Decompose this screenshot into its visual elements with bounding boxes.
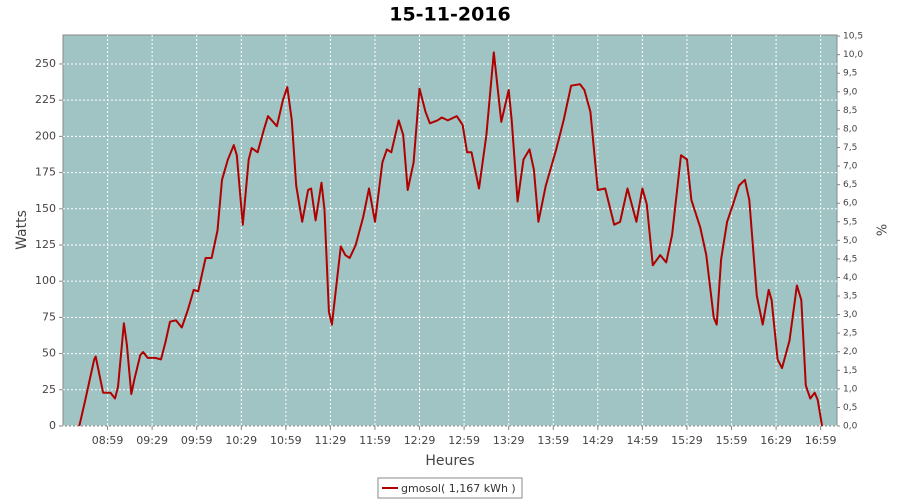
x-tick-label: 12:59 bbox=[448, 434, 480, 447]
y2-tick-label: 4,0 bbox=[843, 273, 858, 283]
legend-label: gmosol( 1,167 kWh ) bbox=[401, 482, 516, 495]
y-tick-label: 75 bbox=[42, 310, 56, 323]
x-tick-label: 11:29 bbox=[315, 434, 347, 447]
y-tick-label: 50 bbox=[42, 347, 56, 360]
x-tick-label: 11:59 bbox=[359, 434, 391, 447]
y2-tick-label: 10,0 bbox=[843, 50, 863, 60]
y2-tick-label: 5,0 bbox=[843, 236, 858, 246]
y2-tick-label: 0,0 bbox=[843, 422, 858, 432]
y-tick-label: 100 bbox=[35, 274, 56, 287]
x-axis-label: Heures bbox=[425, 453, 474, 469]
x-tick-label: 16:29 bbox=[760, 434, 792, 447]
y2-tick-label: 4,5 bbox=[843, 254, 857, 264]
x-tick-label: 12:29 bbox=[404, 434, 436, 447]
y2-tick-label: 7,0 bbox=[843, 162, 858, 172]
y-axis-label: Watts bbox=[14, 210, 30, 250]
y2-tick-label: 2,0 bbox=[843, 347, 858, 357]
y2-tick-label: 7,5 bbox=[843, 143, 857, 153]
y-tick-label: 125 bbox=[35, 238, 56, 251]
y-tick-label: 175 bbox=[35, 166, 56, 179]
y2-tick-label: 6,0 bbox=[843, 199, 858, 209]
x-tick-label: 10:29 bbox=[225, 434, 257, 447]
x-tick-label: 09:59 bbox=[181, 434, 213, 447]
plot-area bbox=[62, 34, 838, 427]
y-tick-label: 225 bbox=[35, 93, 56, 106]
x-tick-label: 14:59 bbox=[627, 434, 659, 447]
x-tick-label: 09:29 bbox=[136, 434, 168, 447]
legend: gmosol( 1,167 kWh ) bbox=[377, 477, 523, 499]
chart-title: 15-11-2016 bbox=[389, 4, 511, 26]
y2-tick-label: 8,5 bbox=[843, 106, 857, 116]
x-tick-label: 08:59 bbox=[92, 434, 124, 447]
y2-tick-label: 3,0 bbox=[843, 310, 858, 320]
x-tick-label: 15:59 bbox=[716, 434, 748, 447]
y2-tick-label: 2,5 bbox=[843, 329, 857, 339]
x-tick-label: 16:59 bbox=[805, 434, 837, 447]
y2-tick-label: 1,0 bbox=[843, 384, 858, 394]
y-tick-label: 200 bbox=[35, 129, 56, 142]
y2-tick-label: 3,5 bbox=[843, 292, 857, 302]
y2-axis-label: % bbox=[873, 224, 888, 236]
y2-tick-label: 10,5 bbox=[843, 32, 863, 42]
y2-tick-label: 9,0 bbox=[843, 87, 858, 97]
y-tick-label: 250 bbox=[35, 57, 56, 70]
y2-tick-label: 5,5 bbox=[843, 217, 857, 227]
y2-tick-label: 0,5 bbox=[843, 403, 857, 413]
y-tick-label: 25 bbox=[42, 383, 56, 396]
x-tick-label: 13:29 bbox=[493, 434, 525, 447]
x-tick-label: 15:29 bbox=[671, 434, 703, 447]
x-tick-label: 10:59 bbox=[270, 434, 302, 447]
legend-box bbox=[377, 477, 523, 499]
data-line bbox=[78, 51, 824, 427]
y2-tick-label: 9,5 bbox=[843, 69, 857, 79]
y2-tick-label: 6,5 bbox=[843, 180, 857, 190]
x-tick-label: 13:59 bbox=[537, 434, 569, 447]
y-tick-label: 150 bbox=[35, 202, 56, 215]
y-tick-label: 0 bbox=[49, 419, 56, 432]
y2-tick-label: 1,5 bbox=[843, 366, 857, 376]
y2-tick-label: 8,0 bbox=[843, 124, 858, 134]
x-tick-label: 14:29 bbox=[582, 434, 614, 447]
